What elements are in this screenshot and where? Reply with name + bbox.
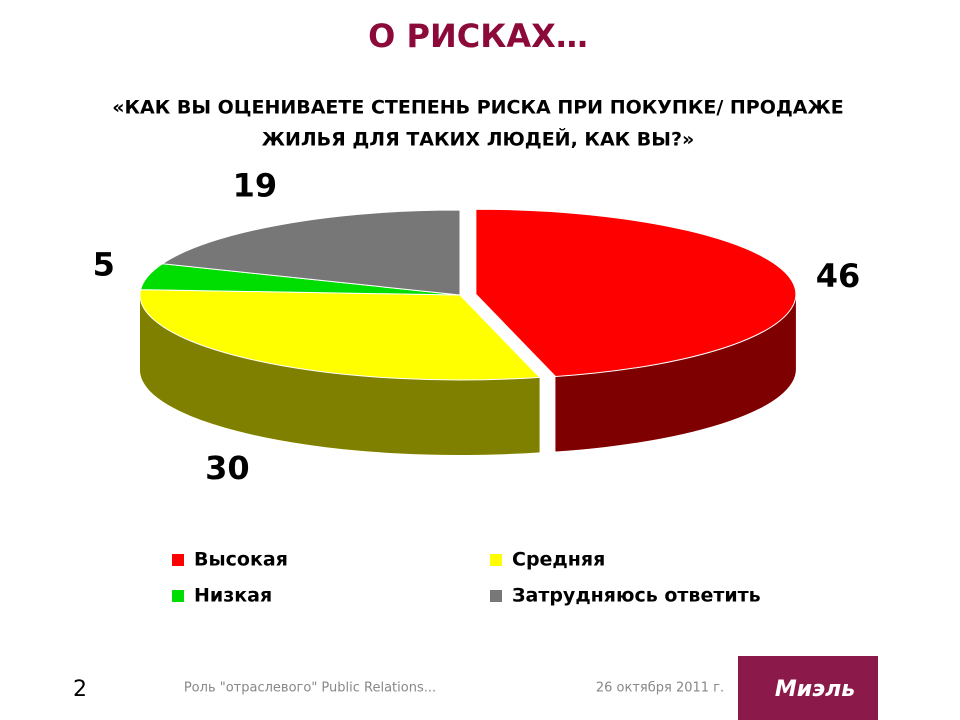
page-number: 2 bbox=[73, 677, 87, 702]
legend-swatch bbox=[172, 590, 184, 602]
footer-text: Роль "отраслевого" Public Relations... bbox=[184, 681, 436, 696]
slide-title: О РИСКАХ… bbox=[368, 17, 588, 55]
slice bbox=[139, 289, 541, 381]
pie: 46 30 5 19 bbox=[93, 166, 861, 487]
side-shade bbox=[140, 295, 540, 455]
slice bbox=[161, 209, 461, 296]
legend-label: Средняя bbox=[512, 549, 605, 571]
legend-swatch bbox=[490, 554, 502, 566]
legend-label: Высокая bbox=[194, 549, 288, 571]
data-label: 46 bbox=[816, 257, 861, 295]
subtitle-line: «КАК ВЫ ОЦЕНИВАЕТЕ СТЕПЕНЬ РИСКА ПРИ ПОК… bbox=[112, 97, 843, 119]
footer-date: 26 октября 2011 г. bbox=[596, 681, 724, 696]
legend-label: Низкая bbox=[194, 585, 272, 607]
legend-swatch bbox=[172, 554, 184, 566]
legend-label: Затрудняюсь ответить bbox=[512, 585, 761, 607]
legend-swatch bbox=[490, 590, 502, 602]
data-label: 30 bbox=[205, 449, 250, 487]
side-shade bbox=[555, 294, 796, 452]
data-label: 5 bbox=[93, 246, 115, 284]
slice bbox=[475, 208, 797, 378]
legend: Высокая Средняя Низкая Затрудняюсь ответить bbox=[172, 549, 761, 607]
data-label: 19 bbox=[233, 166, 278, 204]
logo-text: Миэль bbox=[775, 677, 855, 702]
subtitle-line: ЖИЛЬЯ ДЛЯ ТАКИХ ЛЮДЕЙ, КАК ВЫ?» bbox=[262, 128, 695, 151]
logo-box bbox=[738, 656, 878, 720]
